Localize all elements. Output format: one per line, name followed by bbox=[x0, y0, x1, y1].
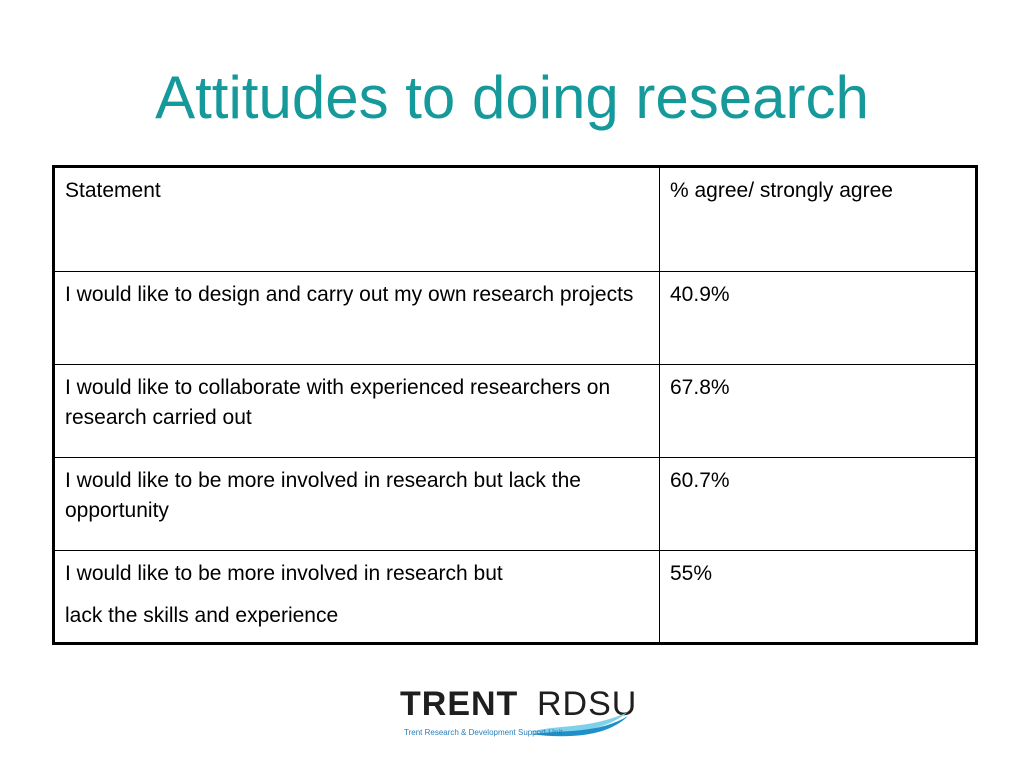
slide-title: Attitudes to doing research bbox=[155, 64, 869, 131]
statement-cell: I would like to design and carry out my … bbox=[53, 271, 660, 365]
table-row: I would like to collaborate with experie… bbox=[53, 364, 977, 458]
statement-line-1: I would like to be more involved in rese… bbox=[65, 562, 503, 585]
percent-cell: 40.9% bbox=[659, 271, 977, 365]
logo-tagline: Trent Research & Development Support Uni… bbox=[404, 728, 563, 737]
logo-word-trent: TRENT bbox=[400, 685, 519, 723]
statement-cell: I would like to be more involved in rese… bbox=[53, 457, 660, 551]
header-statement: Statement bbox=[53, 166, 660, 272]
statement-cell: I would like to be more involved in rese… bbox=[53, 550, 660, 644]
table-header-row: Statement % agree/ strongly agree bbox=[53, 166, 977, 272]
statement-line-2: lack the skills and experience bbox=[65, 604, 339, 627]
attitudes-table: Statement % agree/ strongly agree I woul… bbox=[52, 165, 978, 645]
wave-icon bbox=[530, 712, 628, 737]
header-percent: % agree/ strongly agree bbox=[659, 166, 977, 272]
percent-cell: 55% bbox=[659, 550, 977, 644]
percent-cell: 67.8% bbox=[659, 364, 977, 458]
percent-cell: 60.7% bbox=[659, 457, 977, 551]
table-row: I would like to be more involved in rese… bbox=[53, 550, 977, 644]
statement-cell: I would like to collaborate with experie… bbox=[53, 364, 660, 458]
table-row: I would like to be more involved in rese… bbox=[53, 457, 977, 551]
table-row: I would like to design and carry out my … bbox=[53, 271, 977, 365]
trent-rdsu-logo: TRENT RDSU Trent Research & Development … bbox=[398, 684, 636, 744]
